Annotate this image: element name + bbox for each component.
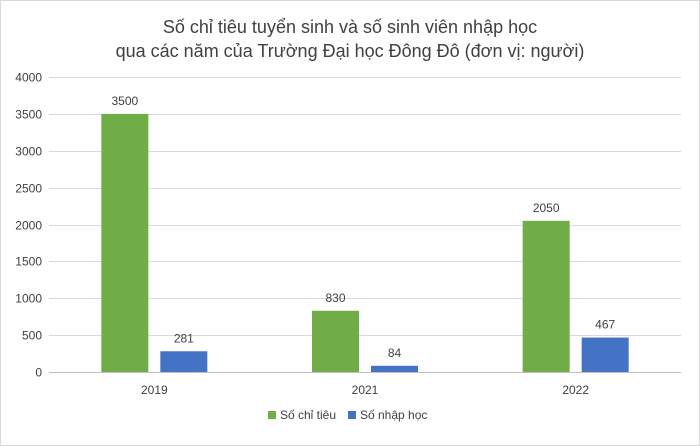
data-label: 830 bbox=[325, 291, 345, 305]
y-tick-label: 2500 bbox=[15, 182, 42, 196]
y-tick-label: 1500 bbox=[15, 255, 42, 269]
chart-title-line-2: qua các năm của Trường Đại học Đông Đô (… bbox=[116, 41, 585, 61]
legend-swatch bbox=[268, 411, 276, 419]
bar-nhap-hoc-2019 bbox=[160, 351, 208, 372]
bar-chi-tieu-2021 bbox=[312, 310, 359, 372]
bar-chi-tieu-2022 bbox=[522, 220, 570, 372]
y-tick-label: 4000 bbox=[15, 71, 42, 85]
x-axis-ticks: 2019 2021 2022 bbox=[141, 383, 589, 397]
y-tick-label: 3500 bbox=[15, 108, 42, 122]
chart-title-line-1: Số chỉ tiêu tuyển sinh và số sinh viên n… bbox=[163, 17, 537, 37]
x-tick-label: 2019 bbox=[141, 383, 168, 397]
legend-label: Số nhập học bbox=[360, 408, 427, 422]
x-tick-label: 2022 bbox=[562, 383, 589, 397]
data-label: 2050 bbox=[533, 201, 560, 215]
y-axis-ticks: 0 500 1000 1500 2000 2500 3000 3500 4000 bbox=[15, 71, 42, 380]
x-tick-label: 2021 bbox=[352, 383, 379, 397]
legend: Số chỉ tiêu Số nhập học bbox=[268, 408, 427, 422]
bar-nhap-hoc-2021 bbox=[371, 365, 418, 372]
y-tick-label: 2000 bbox=[15, 219, 42, 233]
y-tick-label: 1000 bbox=[15, 292, 42, 306]
y-tick-label: 3000 bbox=[15, 145, 42, 159]
legend-swatch bbox=[348, 411, 356, 419]
y-tick-label: 0 bbox=[35, 366, 42, 380]
data-label: 281 bbox=[174, 331, 194, 345]
data-label: 84 bbox=[388, 346, 402, 360]
data-label: 467 bbox=[595, 318, 615, 332]
gridlines bbox=[49, 77, 681, 373]
bars bbox=[101, 113, 629, 372]
legend-label: Số chỉ tiêu bbox=[280, 408, 336, 422]
data-labels: 3500 281 830 84 2050 467 bbox=[111, 94, 615, 360]
bar-chi-tieu-2019 bbox=[101, 113, 149, 372]
bar-nhap-hoc-2022 bbox=[581, 337, 629, 372]
data-label: 3500 bbox=[111, 94, 138, 108]
y-tick-label: 500 bbox=[22, 329, 42, 343]
